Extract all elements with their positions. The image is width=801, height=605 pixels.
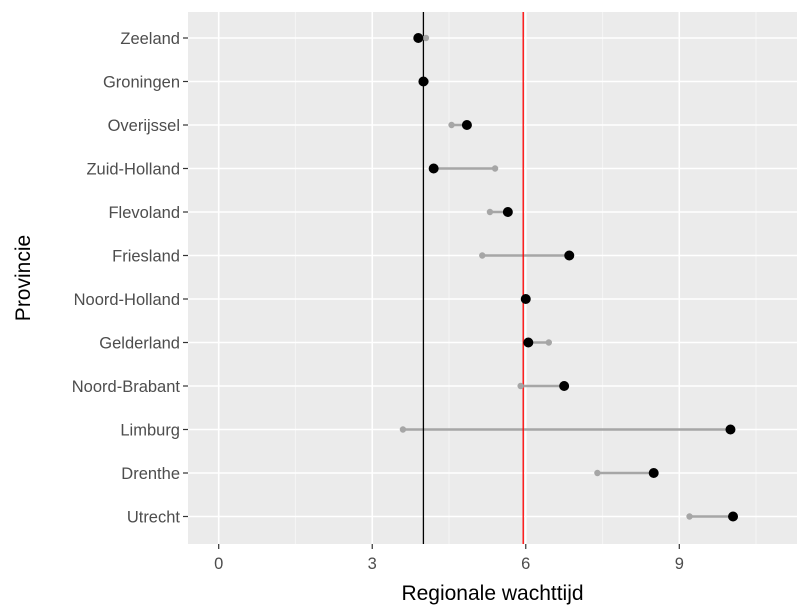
black-point [648, 468, 659, 478]
black-point [428, 163, 439, 174]
black-point [564, 250, 575, 261]
y-tick-label: Drenthe [121, 465, 180, 483]
black-point [418, 76, 429, 87]
black-point [523, 337, 534, 348]
y-tick-label: Limburg [120, 422, 180, 440]
grey-point [486, 208, 494, 216]
y-tick-label: Noord-Holland [74, 291, 180, 309]
black-point [461, 120, 472, 130]
y-tick-label: Noord-Brabant [72, 378, 181, 396]
x-tick-label: 6 [521, 555, 530, 573]
black-point [725, 424, 736, 435]
grey-point [517, 382, 524, 390]
black-point [559, 381, 570, 391]
grey-point [448, 121, 455, 129]
black-point [502, 207, 513, 217]
black-point [413, 33, 424, 43]
x-axis-title: Regionale wachttijd [401, 582, 583, 605]
x-tick-label: 0 [214, 555, 223, 573]
y-tick-label: Zuid-Holland [86, 161, 180, 179]
y-tick-label: Friesland [112, 248, 180, 266]
y-tick-label: Overijssel [108, 117, 180, 135]
grey-point [686, 513, 693, 520]
grey-point [399, 426, 407, 433]
y-axis-title: Provincie [12, 235, 35, 321]
y-tick-label: Flevoland [108, 204, 180, 222]
x-tick-label: 9 [675, 555, 684, 573]
x-tick-label: 3 [368, 555, 377, 573]
plot-panel [188, 12, 797, 544]
y-tick-label: Groningen [103, 74, 180, 92]
y-tick-label: Utrecht [127, 509, 181, 527]
y-tick-label: Gelderland [99, 335, 180, 353]
y-tick-label: Zeeland [120, 30, 180, 48]
grey-point [422, 34, 430, 42]
black-point [520, 294, 531, 304]
grey-point [594, 469, 601, 477]
black-point [728, 511, 739, 522]
grey-point [479, 252, 486, 259]
grey-point [545, 339, 552, 346]
grey-point [491, 165, 499, 172]
